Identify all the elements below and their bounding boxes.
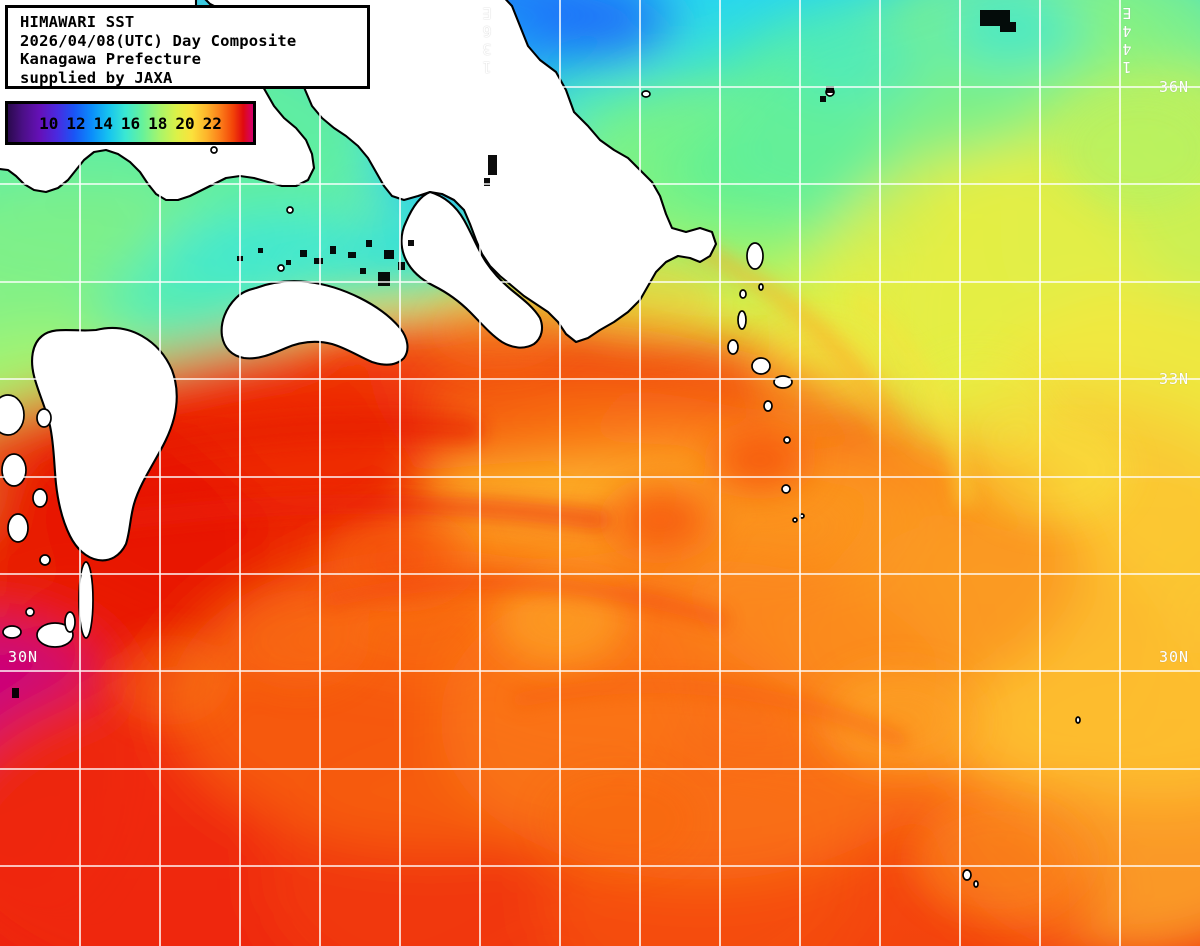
flagged-edge-pixels bbox=[12, 10, 1016, 698]
temperature-colorbar: 10 12 14 16 18 20 22 bbox=[5, 101, 256, 145]
title-line-datetime: 2026/04/08(UTC) Day Composite bbox=[20, 31, 297, 50]
title-line-product: HIMAWARI SST bbox=[20, 13, 135, 31]
title-line-region: Kanagawa Prefecture bbox=[20, 50, 202, 68]
title-panel: HIMAWARI SST 2026/04/08(UTC) Day Composi… bbox=[5, 5, 370, 89]
small-islands bbox=[0, 87, 1081, 888]
graticule-parallels bbox=[0, 86, 1200, 867]
landmass-kyushu bbox=[31, 326, 178, 562]
landmass-kii-peninsula bbox=[400, 190, 544, 349]
colorbar-gradient bbox=[8, 104, 253, 142]
title-line-supplier: supplied by JAXA bbox=[20, 68, 173, 87]
landmass-shikoku bbox=[220, 280, 409, 366]
graticule-meridians bbox=[79, 0, 1121, 946]
